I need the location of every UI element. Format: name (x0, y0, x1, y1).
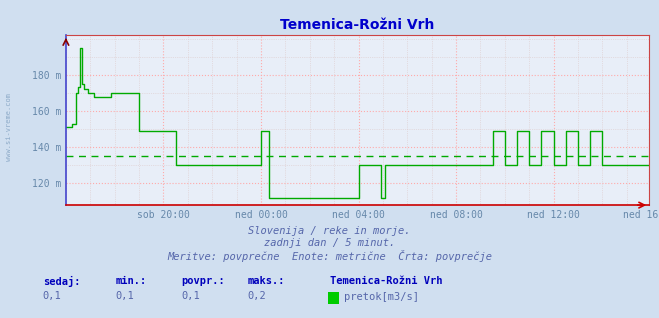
Text: min.:: min.: (115, 276, 146, 287)
Text: 0,1: 0,1 (43, 291, 61, 301)
Text: zadnji dan / 5 minut.: zadnji dan / 5 minut. (264, 238, 395, 248)
Text: Temenica-Rožni Vrh: Temenica-Rožni Vrh (330, 276, 442, 287)
Text: povpr.:: povpr.: (181, 276, 225, 287)
Text: sedaj:: sedaj: (43, 276, 80, 287)
Title: Temenica-Rožni Vrh: Temenica-Rožni Vrh (280, 18, 435, 32)
Text: Slovenija / reke in morje.: Slovenija / reke in morje. (248, 225, 411, 236)
Text: Meritve: povprečne  Enote: metrične  Črta: povprečje: Meritve: povprečne Enote: metrične Črta:… (167, 250, 492, 262)
Text: www.si-vreme.com: www.si-vreme.com (5, 93, 12, 161)
Text: pretok[m3/s]: pretok[m3/s] (344, 292, 419, 302)
Text: 0,1: 0,1 (115, 291, 134, 301)
Text: 0,2: 0,2 (247, 291, 266, 301)
Text: maks.:: maks.: (247, 276, 285, 287)
Text: 0,1: 0,1 (181, 291, 200, 301)
